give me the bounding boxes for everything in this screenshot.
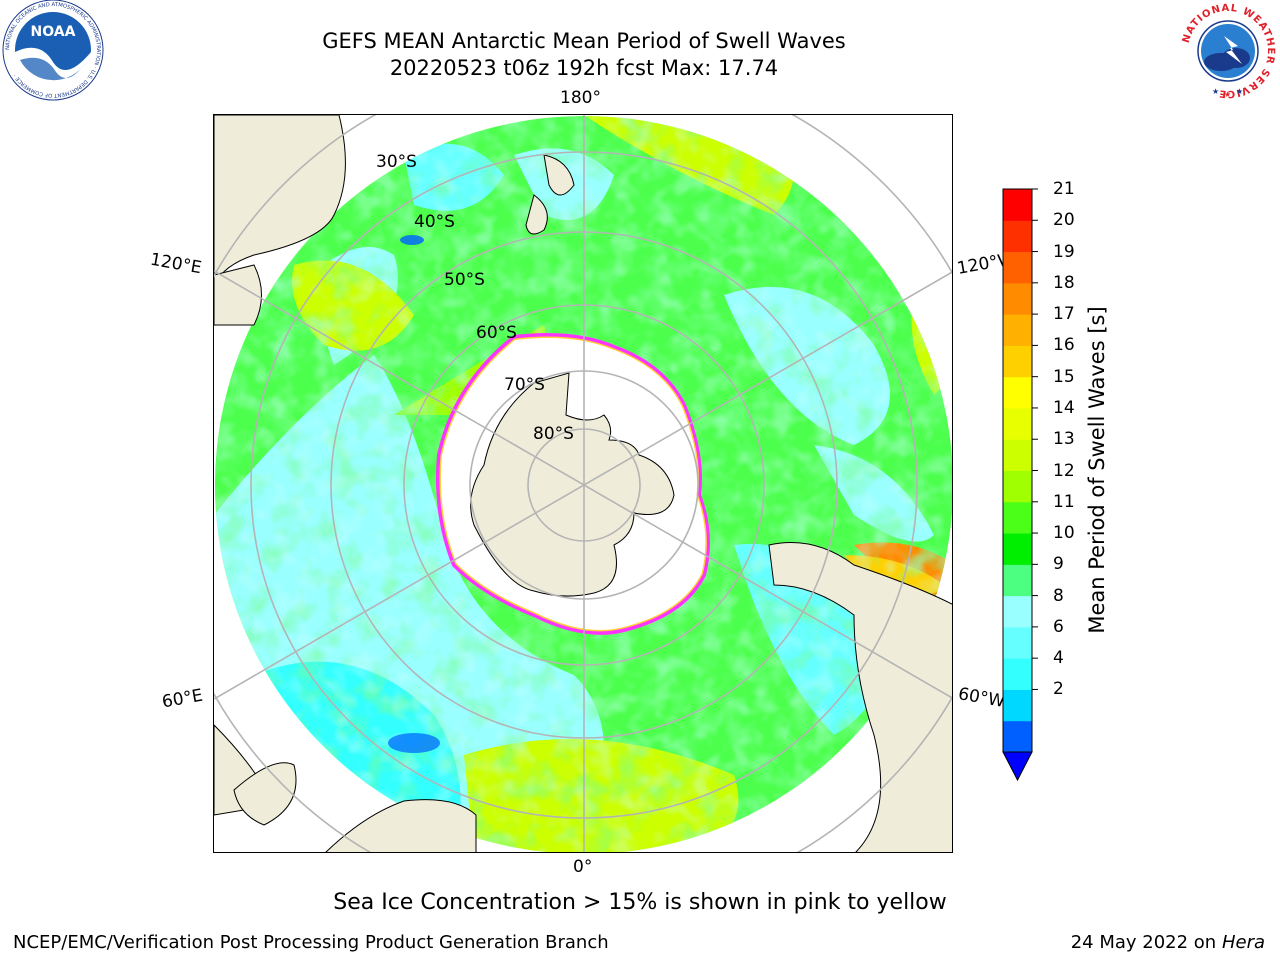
colorbar-tick-label: 2: [1053, 679, 1064, 700]
colorbar-segment: [1003, 501, 1032, 534]
colorbar-tick-label: 21: [1053, 179, 1075, 199]
lon-label-60e: 60°E: [160, 685, 205, 713]
svg-text:★: ★: [1224, 90, 1231, 99]
colorbar-segment: [1003, 282, 1032, 315]
colorbar-segment: [1003, 533, 1032, 565]
colorbar-segment: [1003, 439, 1032, 471]
colorbar-tick-label: 11: [1053, 491, 1075, 512]
chart-subtitle: 20220523 t06z 192h fcst Max: 17.74: [389, 56, 779, 80]
noaa-logo: NATIONAL OCEANIC AND ATMOSPHERIC ADMINIS…: [2, 0, 104, 101]
sea-ice-caption: Sea Ice Concentration > 15% is shown in …: [333, 890, 947, 915]
colorbar-segment: [1003, 720, 1032, 753]
colorbar-tick-label: 20: [1053, 210, 1075, 231]
lat-label-40s: 40°S: [414, 212, 455, 232]
noaa-logo-text: NOAA: [31, 24, 76, 40]
svg-text:★: ★: [1236, 87, 1243, 96]
lon-label-120e: 120°E: [148, 249, 204, 279]
graticule: [214, 115, 952, 852]
colorbar-tick-label: 10: [1053, 523, 1075, 544]
colorbar-extend-min: [1002, 751, 1033, 782]
chart-title: GEFS MEAN Antarctic Mean Period of Swell…: [322, 29, 846, 53]
lat-label-30s: 30°S: [376, 152, 417, 172]
lat-label-60s: 60°S: [476, 323, 517, 343]
colorbar-tick-label: 14: [1053, 397, 1075, 418]
colorbar-tick-label: 15: [1053, 366, 1075, 387]
colorbar-segment: [1003, 220, 1032, 253]
colorbar-segment: [1003, 251, 1032, 284]
colorbar-tick-label: 17: [1053, 304, 1075, 325]
colorbar-segment: [1003, 470, 1032, 503]
colorbar-segment: [1003, 626, 1032, 659]
colorbar-title: Mean Period of Swell Waves [s]: [1085, 306, 1109, 634]
footer-credit: NCEP/EMC/Verification Post Processing Pr…: [13, 932, 609, 953]
colorbar-segment: [1003, 564, 1032, 597]
footer-date-text: 24 May 2022 on: [1070, 932, 1217, 953]
svg-text:★: ★: [1212, 87, 1219, 96]
footer-date: 24 May 2022 on Hera: [1071, 932, 1265, 953]
colorbar-tick-label: 9: [1053, 554, 1064, 575]
map-canvas: [214, 115, 952, 852]
colorbar-tick-label: 16: [1053, 335, 1075, 356]
colorbar-segment: [1003, 314, 1032, 346]
lat-label-80s: 80°S: [533, 424, 574, 444]
lat-label-70s: 70°S: [504, 375, 545, 395]
footer-host: Hera: [1221, 932, 1265, 953]
colorbar: [1002, 188, 1038, 782]
colorbar-tick-label: 4: [1053, 648, 1064, 669]
polar-map: [213, 114, 953, 853]
lon-label-180: 180°: [560, 88, 601, 108]
colorbar-segment: [1003, 345, 1032, 378]
colorbar-segment: [1003, 595, 1032, 628]
colorbar-segment: [1003, 376, 1032, 409]
colorbar-tick-label: 12: [1053, 460, 1075, 481]
colorbar-tick-label: 8: [1053, 585, 1064, 606]
colorbar-segment: [1003, 658, 1032, 690]
lon-label-0: 0°: [573, 857, 593, 877]
colorbar-segment: [1003, 189, 1032, 221]
colorbar-tick-label: 18: [1053, 272, 1075, 293]
colorbar-tick-label: 13: [1053, 429, 1075, 450]
colorbar-tick-label: 19: [1053, 241, 1075, 262]
nws-logo: NATIONAL WEATHER SERVICE ★ ★ ★: [1181, 3, 1275, 99]
colorbar-segment: [1003, 407, 1032, 440]
lat-label-50s: 50°S: [444, 270, 485, 290]
colorbar-segment: [1003, 689, 1032, 722]
colorbar-tick-label: 6: [1053, 616, 1064, 637]
